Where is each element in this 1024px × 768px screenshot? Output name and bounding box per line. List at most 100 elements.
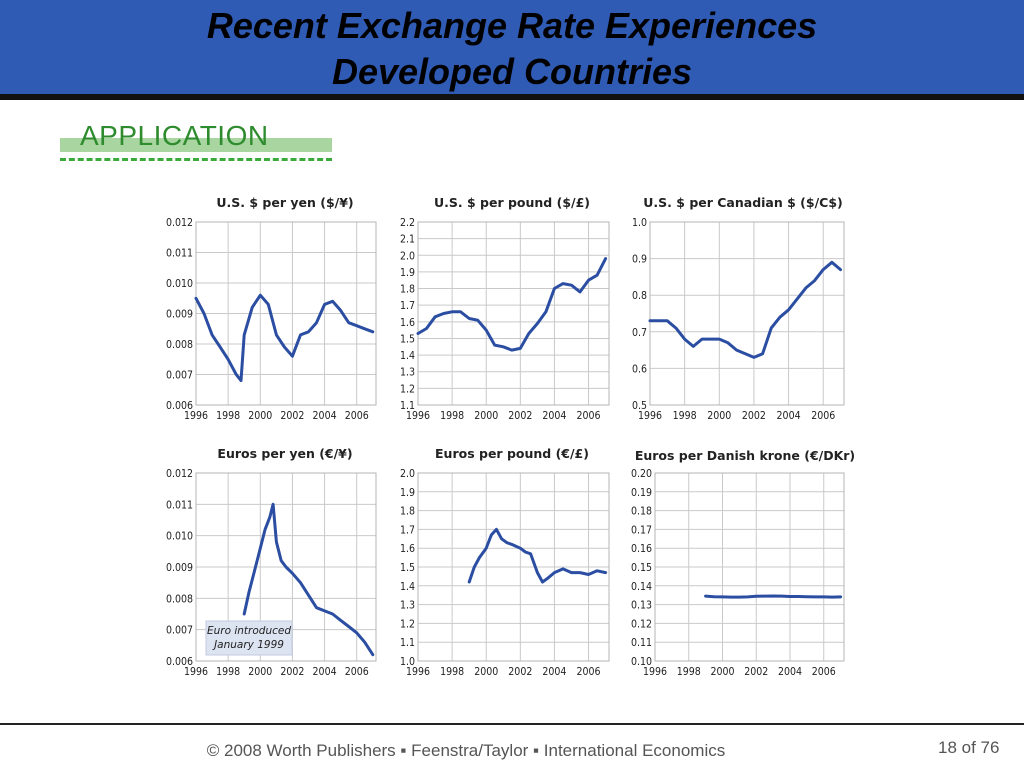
x-tick-label: 2000 <box>474 666 498 678</box>
x-tick-label: 1996 <box>643 666 667 678</box>
x-tick-label: 2006 <box>812 666 836 678</box>
y-tick-label: 0.20 <box>631 468 652 480</box>
y-tick-label: 0.010 <box>166 278 193 290</box>
y-tick-label: 0.18 <box>631 506 652 518</box>
y-tick-label: 0.8 <box>632 290 647 302</box>
plot-frame <box>195 472 377 662</box>
section-label-text: APPLICATION <box>80 120 269 151</box>
y-tick-label: 0.16 <box>631 543 652 555</box>
section-label: APPLICATION <box>60 118 332 166</box>
y-tick-label: 0.15 <box>631 562 652 574</box>
chart-panel-2: U.S. $ per pound ($/£) 2.2 2.1 2.0 1.9 1.8 1.7… <box>400 195 610 422</box>
chart-title: Euros per pound (€/£) <box>435 446 589 461</box>
x-tick-label: 2004 <box>313 410 337 422</box>
x-tick-label: 1998 <box>677 666 701 678</box>
y-tick-label: 1.8 <box>400 506 415 518</box>
y-tick-label: 0.010 <box>166 531 193 543</box>
plot-frame <box>195 221 377 406</box>
y-tick-label: 1.3 <box>400 367 415 379</box>
x-tick-label: 2002 <box>742 410 766 422</box>
x-tick-label: 2000 <box>248 410 272 422</box>
x-tick-label: 1998 <box>216 410 240 422</box>
y-tick-label: 0.19 <box>631 487 652 499</box>
y-tick-label: 0.6 <box>632 363 647 375</box>
y-tick-label: 1.5 <box>400 562 415 574</box>
series-line <box>194 293 375 383</box>
chart-title: U.S. $ per pound ($/£) <box>434 195 590 210</box>
annotation-box <box>205 620 293 656</box>
x-tick-label: 2004 <box>778 666 802 678</box>
page-number: 18 of 76 <box>938 738 1000 757</box>
x-tick-label: 2002 <box>744 666 768 678</box>
footer-credits: © 2008 Worth Publishers ▪ Feenstra/Taylo… <box>206 741 726 760</box>
y-tick-label: 1.2 <box>400 618 415 630</box>
y-tick-label: 0.14 <box>631 581 652 593</box>
x-tick-label: 1996 <box>184 410 208 422</box>
x-tick-label: 2002 <box>280 410 304 422</box>
x-tick-label: 2004 <box>542 666 566 678</box>
x-tick-label: 1996 <box>406 410 430 422</box>
y-tick-label: 2.0 <box>400 250 415 262</box>
y-tick-label: 1.6 <box>400 543 415 555</box>
y-tick-label: 1.2 <box>400 383 415 395</box>
y-tick-label: 0.006 <box>166 400 193 412</box>
footer-divider <box>0 723 1024 725</box>
y-tick-label: 0.007 <box>166 625 193 637</box>
plot-frame <box>649 221 845 406</box>
chart-panel-5: Euros per pound (€/£) 2.0 1.9 1.8 1.7 1.6 1.5 1… <box>400 446 610 678</box>
y-tick-label: 0.007 <box>166 370 193 382</box>
y-tick-label: 1.5 <box>400 333 415 345</box>
y-tick-label: 0.008 <box>166 593 193 605</box>
title-banner: Recent Exchange Rate Experiences Develop… <box>0 0 1024 100</box>
y-tick-label: 2.1 <box>400 234 415 246</box>
y-tick-label: 0.008 <box>166 339 193 351</box>
y-tick-label: 2.2 <box>400 217 415 229</box>
y-tick-label: 1.0 <box>400 656 415 668</box>
y-tick-label: 0.006 <box>166 656 193 668</box>
y-tick-label: 1.4 <box>400 581 415 593</box>
series-line <box>467 527 608 584</box>
y-tick-label: 0.009 <box>166 562 193 574</box>
y-tick-label: 1.1 <box>400 637 415 649</box>
y-tick-label: 0.011 <box>166 499 193 511</box>
y-tick-label: 0.10 <box>631 656 652 668</box>
annotation-text: Euro introduced <box>207 625 291 637</box>
x-tick-label: 2006 <box>577 666 601 678</box>
y-tick-label: 0.012 <box>166 468 193 480</box>
x-tick-label: 2000 <box>474 410 498 422</box>
section-label-dashed-underline <box>60 158 332 161</box>
chart-panel-1: U.S. $ per yen ($/¥) 0.012 0.011 0.010 0.009… <box>166 195 377 422</box>
section-label-highlight <box>60 138 332 152</box>
x-tick-label: 2006 <box>811 410 835 422</box>
chart-panel-4: Euros per yen (€/¥) 0.012 0.011 0.010 0.009 0… <box>166 446 377 678</box>
chart-title: Euros per yen (€/¥) <box>217 446 352 461</box>
plot-frame <box>417 221 610 406</box>
y-tick-label: 1.9 <box>400 267 415 279</box>
chart-panel-3: U.S. $ per Canadian $ ($/C$) 1.0 0.9 0.8 0.7… <box>632 195 845 422</box>
x-tick-label: 1998 <box>440 666 464 678</box>
y-tick-label: 0.9 <box>632 254 647 266</box>
x-tick-label: 1996 <box>638 410 662 422</box>
y-tick-label: 0.17 <box>631 524 652 536</box>
x-tick-label: 2006 <box>345 410 369 422</box>
series-line <box>704 594 843 599</box>
y-tick-label: 1.8 <box>400 284 415 296</box>
y-tick-label: 2.0 <box>400 468 415 480</box>
series-line <box>416 257 608 352</box>
x-tick-label: 1998 <box>216 666 240 678</box>
x-tick-label: 2004 <box>542 410 566 422</box>
annotation-text: January 1999 <box>212 639 284 651</box>
y-tick-label: 0.13 <box>631 600 652 612</box>
y-tick-label: 1.3 <box>400 600 415 612</box>
x-tick-label: 2002 <box>280 666 304 678</box>
x-tick-label: 2004 <box>313 666 337 678</box>
y-tick-label: 0.11 <box>631 637 652 649</box>
series-line <box>648 260 842 359</box>
slide-title-line2: Developed Countries <box>331 51 693 92</box>
y-tick-label: 0.012 <box>166 217 193 229</box>
plot-frame <box>654 472 845 662</box>
x-tick-label: 2006 <box>577 410 601 422</box>
plot-frame <box>417 472 610 662</box>
y-tick-label: 0.7 <box>632 327 647 339</box>
